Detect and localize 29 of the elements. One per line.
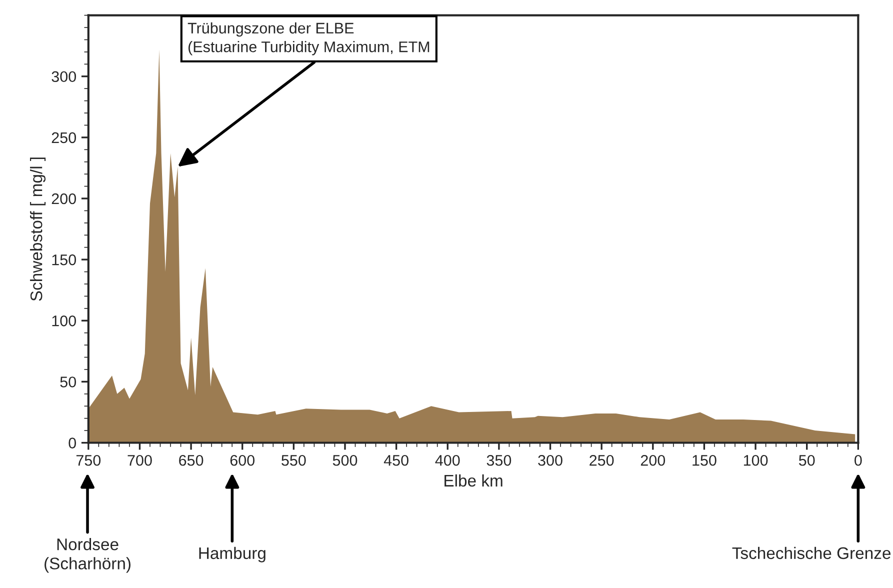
x-tick-label: 500 xyxy=(332,454,358,466)
x-tick-label: 250 xyxy=(590,454,614,466)
y-tick-label: 50 xyxy=(60,376,76,388)
y-axis-title: Schwebstoff [ mg/l ] xyxy=(30,158,46,301)
x-tick-label: 700 xyxy=(128,454,152,466)
x-tick-label: 550 xyxy=(282,454,306,466)
y-tick-label: 150 xyxy=(52,254,76,266)
x-tick-label: 400 xyxy=(435,454,460,466)
x-tick-label: 650 xyxy=(179,454,204,466)
text: Hamburg xyxy=(199,546,266,562)
x-tick-label: 450 xyxy=(384,454,408,466)
x-tick-label: 350 xyxy=(486,454,512,466)
x-tick-label: 50 xyxy=(798,454,815,466)
x-tick-label: 0 xyxy=(854,454,862,466)
x-tick-label: 600 xyxy=(230,454,255,466)
y-tick-label: 0 xyxy=(68,438,76,448)
x-tick-label: 100 xyxy=(744,454,768,466)
x-tick-label: 750 xyxy=(76,454,101,466)
x-tick-label: 200 xyxy=(640,454,666,466)
text: Tschechische Grenze xyxy=(732,546,890,560)
annotation: Trübungszone der ELBE (Estuarine Turbidity Maximum, ETM xyxy=(188,22,430,56)
y-tick-label: 200 xyxy=(52,193,76,204)
x-tick-label: 150 xyxy=(692,454,716,466)
y-tick-label: 100 xyxy=(52,315,76,326)
y-tick-label: 300 xyxy=(52,71,76,82)
x-axis-title: Elbe km xyxy=(444,474,502,487)
y-tick-label: 250 xyxy=(52,132,76,144)
x-tick-label: 300 xyxy=(538,454,562,466)
text: Nordsee (Scharhörn) xyxy=(44,538,130,573)
